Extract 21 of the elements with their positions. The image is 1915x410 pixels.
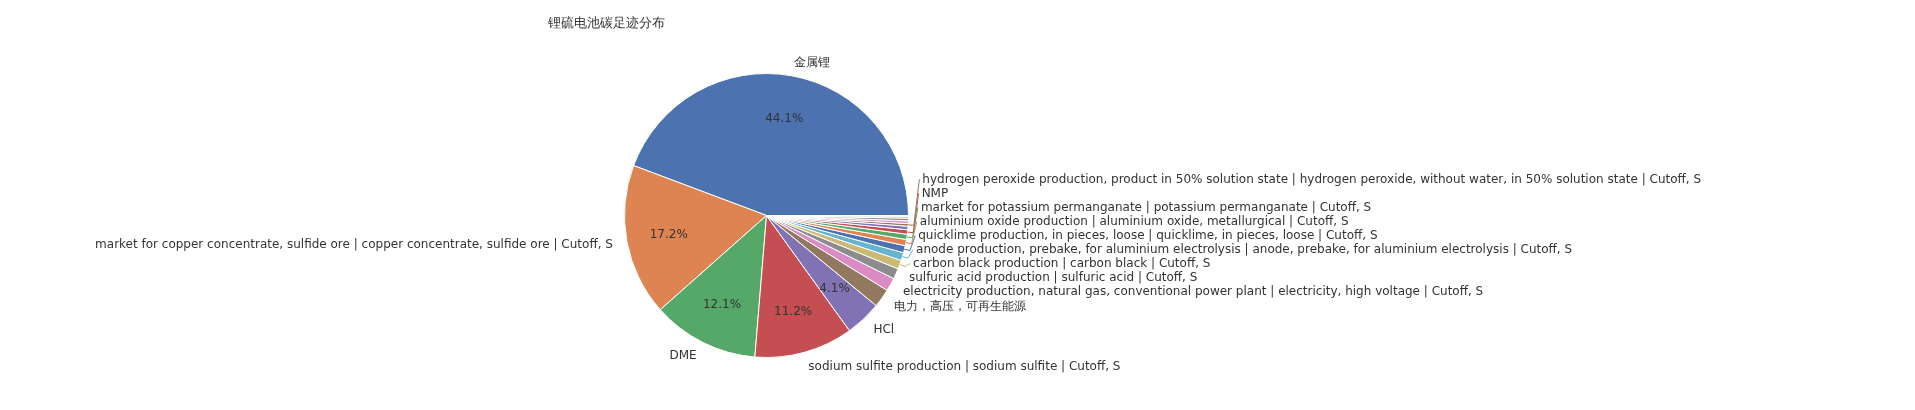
slice-label: anode production, prebake, for aluminium electrolysis | anode, prebake, for aluminium electrolysis | Cutoff, S bbox=[916, 242, 1573, 257]
slice-label: 电力，高压，可再生能源 bbox=[893, 299, 1026, 314]
slice-label: market for copper concentrate, sulfide ore | copper concentrate, sulfide ore | Cutoff, S bbox=[95, 236, 613, 251]
slice-label: sulfuric acid production | sulfuric acid | Cutoff, S bbox=[908, 270, 1198, 285]
slice-label: hydrogen peroxide production, product in 50% solution state | hydrogen peroxide, without water, in 50% solution state | Cutoff, S bbox=[922, 172, 1702, 187]
slice-label: NMP bbox=[921, 186, 949, 201]
data-label: 4.1% bbox=[819, 280, 850, 295]
slice-label: 金属锂 bbox=[794, 54, 831, 69]
data-label: 11.2% bbox=[774, 304, 813, 319]
slice-label: carbon black production | carbon black | Cutoff, S bbox=[913, 256, 1211, 271]
slice-label: HCl bbox=[873, 322, 895, 337]
chart-title: 锂硫电池碳足迹分布 bbox=[547, 15, 665, 30]
slice-label: aluminium oxide production | aluminium oxide, metallurgical | Cutoff, S bbox=[919, 214, 1349, 229]
slice-label: quicklime production, in pieces, loose | quicklime, in pieces, loose | Cutoff, S bbox=[918, 228, 1378, 243]
slice-label: sodium sulfite production | sodium sulfite | Cutoff, S bbox=[808, 358, 1121, 373]
data-label: 12.1% bbox=[702, 297, 742, 312]
data-label: 17.2% bbox=[649, 226, 688, 241]
slice-label: DME bbox=[669, 348, 697, 363]
slice-label: market for potassium permanganate | potassium permanganate | Cutoff, S bbox=[920, 200, 1372, 215]
data-label: 44.1% bbox=[765, 110, 804, 125]
slice-label: electricity production, natural gas, conventional power plant | electricity, high voltage | Cutoff, S bbox=[902, 284, 1484, 299]
